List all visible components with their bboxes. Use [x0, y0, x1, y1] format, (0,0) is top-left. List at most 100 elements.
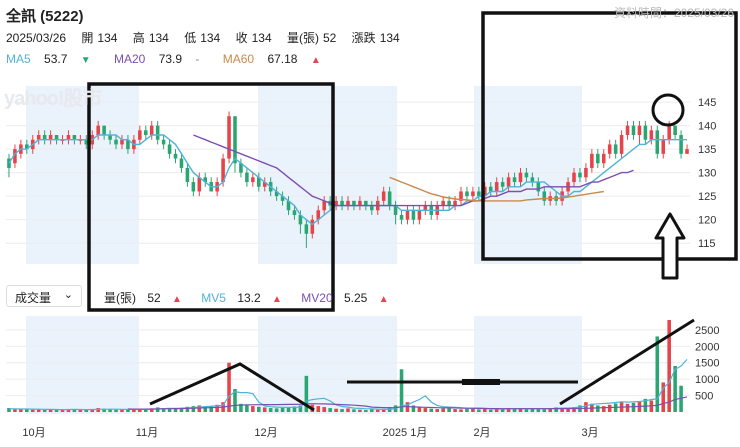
volume-bar: [661, 382, 666, 412]
volume-bar: [423, 408, 428, 412]
volume-bar: [572, 407, 576, 412]
indicator-select[interactable]: 成交量 ⌄: [6, 285, 82, 307]
price-tick-label: 140: [698, 121, 716, 133]
month-shade: [26, 86, 139, 264]
price-axis: 145 140 135 130 125 120 115: [698, 97, 716, 250]
price-tick-label: 130: [698, 168, 716, 180]
candle-body: [465, 191, 469, 197]
candle-body: [197, 177, 202, 192]
volume-bar: [328, 408, 332, 412]
volume-bar: [316, 406, 321, 412]
volume-bar: [494, 409, 499, 412]
volume-tick-label: 1500: [695, 358, 719, 370]
ma20-legend: MA20 73.9 -: [114, 52, 209, 66]
volume-bar: [7, 408, 11, 412]
volume-bar: [108, 409, 112, 412]
candle-body: [524, 172, 529, 178]
volume-bar: [346, 408, 350, 412]
month-label: 2月: [473, 427, 490, 439]
candle-body: [280, 196, 285, 201]
volume-bar: [352, 409, 356, 412]
volume-bar: [203, 407, 208, 412]
candlesticks: [7, 111, 689, 248]
volume-ma-lines: [8, 359, 688, 411]
candle-body: [221, 158, 225, 183]
volume-bar: [42, 410, 47, 412]
volume-bar: [667, 320, 671, 412]
volume-bar: [536, 409, 541, 412]
volume-bar: [54, 409, 59, 412]
volume-bar: [274, 408, 279, 412]
candle-body: [310, 219, 315, 234]
month-axis: 10月 11月 12月 2025 1月 2月 3月: [22, 427, 598, 439]
candle-body: [120, 139, 124, 145]
candle-body: [13, 149, 17, 164]
volume-bar: [500, 408, 505, 412]
volume-bar: [625, 403, 630, 412]
candle-body: [584, 167, 588, 178]
volume-bar: [256, 406, 261, 412]
price-tick-label: 145: [698, 97, 716, 109]
volume-bar: [631, 402, 636, 412]
volume-axis: 2500 2000 1500 1000 500: [695, 325, 719, 403]
ma5-label: MA5: [6, 52, 31, 66]
candle-body: [185, 167, 190, 183]
volume-bar: [358, 409, 362, 412]
volume-bar: [298, 405, 303, 412]
volume-bar: [167, 408, 172, 412]
annotation-circle: [651, 93, 685, 127]
stock-title: 全訊 (5222): [6, 8, 84, 25]
candle-body: [102, 125, 106, 136]
volume-bar: [459, 409, 463, 412]
volume-bar: [471, 408, 475, 412]
volume-bar: [524, 409, 529, 412]
candle-body: [459, 191, 463, 201]
low-value: 134: [200, 31, 221, 45]
candle-body: [256, 177, 261, 187]
candle-body: [393, 205, 398, 215]
volume-bar: [90, 409, 95, 412]
candle-body: [239, 163, 243, 173]
volume-bar: [596, 405, 600, 412]
mv20-label: MV20: [301, 291, 333, 305]
candle-body: [251, 177, 255, 183]
ma60-value: 67.18: [267, 52, 298, 66]
candle-body: [138, 130, 142, 140]
annotation-rising-line: [559, 318, 695, 406]
mv20-value: 5.25: [343, 291, 368, 305]
candle-body: [191, 182, 196, 192]
month-shade: [474, 316, 582, 414]
candle-body: [619, 135, 624, 154]
month-shade: [258, 86, 397, 264]
volume-bar: [411, 405, 416, 412]
volume-bar: [245, 405, 249, 412]
volume-bar: [465, 408, 469, 412]
ma20-label: MA20: [113, 52, 146, 66]
candle-body: [274, 191, 279, 197]
candle-body: [518, 172, 523, 183]
candle-body: [352, 200, 356, 206]
candle-body: [292, 210, 297, 215]
candle-body: [387, 191, 392, 206]
volume-bar: [340, 409, 344, 412]
volume-bar: [381, 409, 386, 412]
candle-body: [542, 191, 547, 201]
high-label: 高: [132, 31, 145, 45]
month-shade: [258, 316, 397, 414]
ma60-legend: MA60 67.18 ▲: [223, 52, 331, 66]
volume-bar: [96, 408, 100, 412]
candle-body: [494, 182, 499, 192]
volume-bar: [601, 406, 606, 412]
candle-body: [346, 200, 350, 206]
volume-bar: [179, 407, 184, 412]
candle-body: [637, 125, 642, 136]
candle-body: [340, 200, 344, 206]
candle-body: [643, 125, 648, 140]
volume-bar: [161, 408, 166, 412]
vol-legend: 量(張) 52 ▲: [104, 291, 190, 305]
volume-bar: [453, 409, 457, 412]
volume-bar: [429, 408, 434, 412]
volume-bar: [370, 409, 374, 412]
candle-body: [596, 153, 600, 164]
candle-body: [316, 210, 321, 220]
